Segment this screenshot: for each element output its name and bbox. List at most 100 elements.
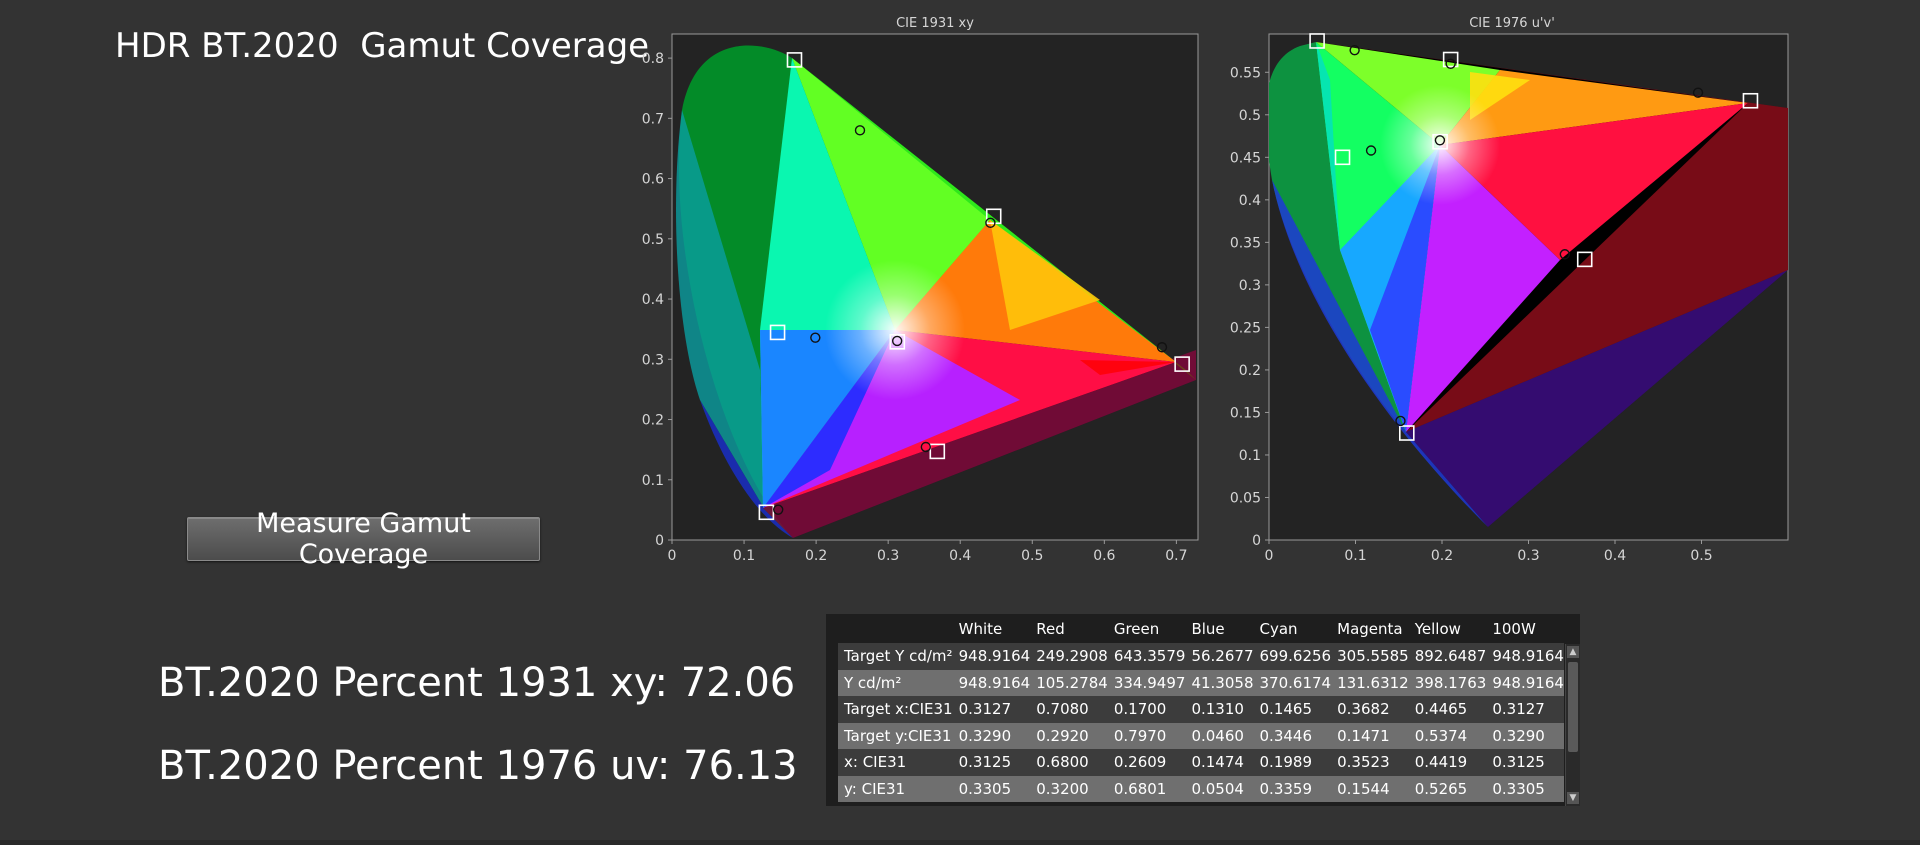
cie1931-panel: CIE 1931 xy 0 0.1 0.2 0.3 0.4 0.5 0.6 0.7 0 0.1 0.… [642,16,1199,564]
row-selector-header [826,614,838,643]
scroll-down-arrow-icon[interactable]: ▼ [1567,792,1579,804]
table-cell: 0.3290 [1486,722,1564,749]
table-row[interactable]: Target y:CIE31 0.3290 0.2920 0.7970 0.0460 0.… [826,722,1564,749]
cie1976-y-tick-label: 0.25 [1230,320,1261,336]
bt2020-percent-uv-result: BT.2020 Percent 1976 uv: 76.13 [158,743,798,789]
table-cell: 305.5585 [1331,643,1409,670]
row-header-cell: Target y:CIE31 [838,722,953,749]
table-cell: 0.1989 [1253,749,1332,776]
table-cell: 41.3058 [1185,669,1254,696]
table-cell: 0.5374 [1408,722,1487,749]
cie1931-measured-point [810,332,821,343]
table-cell: 0.3127 [952,696,1031,723]
table-row[interactable]: Y cd/m² 948.9164 105.2784 334.9497 41.3058 37… [826,669,1564,696]
cie1931-y-tick-label: 0 [655,533,664,549]
table-cell: 948.9164 [1486,669,1564,696]
gamut-data-table-panel: White Red Green Blue Cyan Magenta Yellow… [826,614,1580,806]
table-row[interactable]: Target x:CIE31 0.3127 0.7080 0.1700 0.1310 0.… [826,696,1564,723]
cie1931-y-tick-label: 0.4 [642,292,664,308]
cie1931-measured-point [891,335,903,347]
table-cell: 0.3446 [1253,722,1332,749]
cie1976-measured-point [1434,135,1446,146]
table-cell: 0.2920 [1030,722,1108,749]
row-selector[interactable] [826,669,838,696]
table-cell: 0.3290 [952,722,1031,749]
table-cell: 0.3523 [1331,749,1409,776]
cie1976-y-tick-label: 0.45 [1230,150,1261,166]
column-header-100w[interactable]: 100W [1486,614,1564,643]
table-cell: 398.1763 [1408,669,1487,696]
column-header-white[interactable]: White [952,614,1031,643]
cie1976-y-tick-label: 0.15 [1230,405,1261,421]
column-header-magenta[interactable]: Magenta [1331,614,1409,643]
scroll-thumb[interactable] [1568,662,1578,752]
cie1976-x-tick-label: 0.2 [1431,548,1453,564]
cie1931-x-tick-label: 0.4 [949,548,971,564]
row-selector[interactable] [826,696,838,723]
cie1976-measured-point [1692,87,1704,98]
table-cell: 948.9164 [1486,643,1564,670]
column-header-blue[interactable]: Blue [1185,614,1254,643]
row-selector[interactable] [826,643,838,670]
cie1976-target-point [1576,251,1593,268]
cie1976-measured-point [1395,415,1406,427]
cie1976-target-point [1442,51,1459,68]
table-cell: 0.2609 [1107,749,1186,776]
cie1976-x-tick-label: 0.5 [1690,548,1712,564]
cie1931-y-tick-label: 0.8 [642,51,664,67]
page-title: HDR BT.2020 Gamut Coverage [115,26,650,66]
cie1931-axes: 0 0.1 0.2 0.3 0.4 0.5 0.6 0.7 0 0.1 0.2 0.3 0.4 0.5 0.… [642,51,1188,564]
row-selector[interactable] [826,775,838,802]
cie1931-y-tick-label: 0.3 [642,352,664,368]
row-selector[interactable] [826,722,838,749]
table-cell: 0.7080 [1030,696,1108,723]
table-cell: 0.3305 [1486,775,1564,802]
cie1931-y-tick-label: 0.1 [642,473,664,489]
column-header-yellow[interactable]: Yellow [1408,614,1487,643]
cie1976-y-tick-label: 0.2 [1239,363,1261,379]
column-header-cyan[interactable]: Cyan [1253,614,1332,643]
cie1976-y-tick-label: 0.5 [1239,108,1261,124]
cie1976-measured-point [1349,44,1360,56]
table-cell: 0.1465 [1253,696,1332,723]
cie1976-y-tick-label: 0.1 [1239,448,1261,464]
table-row[interactable]: Target Y cd/m² 948.9164 249.2908 643.3579 56… [826,643,1564,670]
cie1976-x-tick-label: 0.1 [1344,548,1366,564]
row-header-cell: Y cd/m² [838,669,953,696]
table-cell: 892.6487 [1408,643,1487,670]
table-cell: 0.3127 [1486,696,1564,723]
cie1931-x-tick-label: 0.1 [733,548,755,564]
table-row[interactable]: x: CIE31 0.3125 0.6800 0.2609 0.1474 0.1989 0.… [826,749,1564,776]
cie1976-y-tick-label: 0.35 [1230,235,1261,251]
cie1931-x-tick-label: 0.3 [877,548,899,564]
scroll-up-arrow-icon[interactable]: ▲ [1567,646,1579,658]
table-cell: 0.3305 [952,775,1031,802]
table-cell: 0.3359 [1253,775,1332,802]
cie1976-target-point [1742,92,1759,109]
cie1931-measured-point [773,504,784,515]
cie1931-target-point [769,324,786,341]
cie1976-y-tick-label: 0.05 [1230,490,1261,506]
cie1931-x-tick-label: 0.6 [1093,548,1115,564]
row-header-cell: Target x:CIE31 [838,696,953,723]
cie1931-measured-point [1156,342,1168,353]
cie1931-measured-point [854,125,866,136]
table-cell: 0.5265 [1408,775,1487,802]
table-cell: 334.9497 [1107,669,1186,696]
table-row[interactable]: y: CIE31 0.3305 0.3200 0.6801 0.0504 0.3359 0.… [826,775,1564,802]
table-cell: 0.0460 [1185,722,1254,749]
table-vertical-scrollbar[interactable]: ▲ ▼ [1565,644,1580,806]
gamut-data-table: White Red Green Blue Cyan Magenta Yellow… [826,614,1564,802]
table-cell: 0.1474 [1185,749,1254,776]
cie1976-x-tick-label: 0 [1265,548,1274,564]
table-cell: 0.4465 [1408,696,1487,723]
cie1931-y-tick-label: 0.2 [642,413,664,429]
row-header-cell: y: CIE31 [838,775,953,802]
cie1931-target-point [985,208,1002,225]
column-header-green[interactable]: Green [1107,614,1186,643]
row-selector[interactable] [826,749,838,776]
cie1976-axes: 0 0.1 0.2 0.3 0.4 0.5 0 0.05 0.1 0.15 0.2 0.25 0.3 0.… [1230,65,1713,564]
cie1931-chart-title: CIE 1931 xy [896,16,974,31]
column-header-red[interactable]: Red [1030,614,1108,643]
cie1976-y-tick-label: 0.55 [1230,65,1261,81]
